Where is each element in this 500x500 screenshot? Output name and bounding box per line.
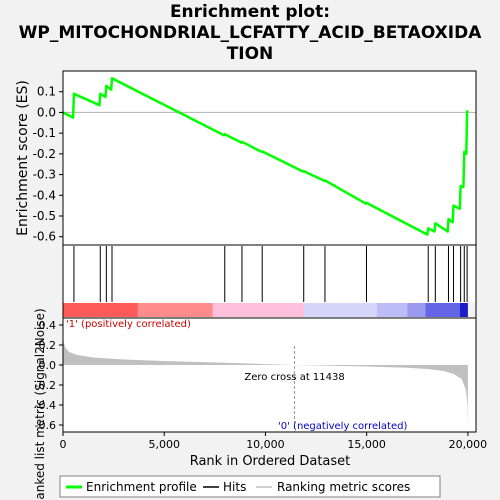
heatmap-segment: [303, 303, 377, 317]
heatmap-segment: [137, 303, 213, 317]
chart-title-line-1: Enrichment plot:: [169, 2, 331, 22]
x-tick-label: 5,000: [148, 438, 180, 451]
ranked-metric-panel: 0.4 0.2 0.0 -0.2 -0.4 -0.6 Zero cross at 11438…: [35, 319, 468, 432]
legend-label-ranking-metric: Ranking metric scores: [277, 480, 410, 494]
legend-label-hits: Hits: [223, 480, 246, 494]
heatmap-segment: [407, 303, 426, 317]
x-tick-label: 10,000: [246, 438, 285, 451]
rank-y-tick-label: 0.0: [39, 359, 57, 372]
hits-panel-background: [63, 245, 476, 303]
es-y-tick-label: -0.3: [33, 168, 56, 182]
heatmap-segment: [212, 303, 304, 317]
rank-y-tick-label: -0.4: [35, 399, 56, 412]
es-axis-label: Enrichment score (ES): [15, 80, 31, 236]
heatmap-segment: [63, 303, 138, 317]
es-panel-background: [63, 71, 476, 245]
x-axis-label: Rank in Ordered Dataset: [190, 454, 351, 469]
es-y-tick-label: 0.1: [37, 85, 56, 99]
es-y-tick-label: -0.5: [33, 209, 56, 223]
es-y-tick-label: -0.1: [33, 126, 56, 140]
rank-y-tick-label: -0.2: [35, 379, 56, 392]
negative-correlation-label: '0' (negatively correlated): [278, 421, 407, 432]
heatmap-segment: [459, 303, 468, 317]
legend: Enrichment profile Hits Ranking metric s…: [59, 475, 441, 498]
rank-y-tick-label: 0.2: [39, 339, 57, 352]
x-axis: 0 5,000 10,000 15,000 20,000: [60, 432, 488, 451]
rank-heatmap-bar: [63, 303, 468, 317]
chart-title-line-2: WP_MITOCHONDRIAL_LCFATTY_ACID_BETAOXIDA: [18, 23, 482, 43]
es-y-tick-label: -0.6: [33, 230, 56, 244]
hits-panel: [73, 246, 468, 302]
chart-title: Enrichment plot: WP_MITOCHONDRIAL_LCFATT…: [0, 2, 500, 65]
ranked-axis-label: Ranked list metric (Signal2Noise): [33, 308, 47, 500]
chart-title-line-3: TION: [226, 44, 274, 64]
x-tick-label: 15,000: [347, 438, 386, 451]
enrichment-profile-line: [62, 77, 469, 236]
es-y-tick-label: -0.4: [33, 188, 56, 202]
x-tick-label: 0: [60, 438, 67, 451]
ranking-metric-area: [63, 339, 468, 428]
legend-box: [59, 475, 441, 498]
rank-y-tick-label: 0.4: [39, 319, 57, 332]
x-tick-label: 20,000: [449, 438, 488, 451]
positive-correlation-label: '1' (positively correlated): [66, 319, 191, 330]
rank-y-tick-label: -0.6: [35, 419, 56, 432]
ranked-panel-background: [63, 318, 476, 432]
legend-label-enrichment-profile: Enrichment profile: [86, 480, 197, 494]
ranked-panel-frame: [62, 317, 477, 433]
es-y-tick-label: -0.2: [33, 147, 56, 161]
es-panel: 0.1 0.0 -0.1 -0.2 -0.3 -0.4 -0.5 -0.6: [33, 77, 476, 244]
heatmap-segment: [425, 303, 460, 317]
es-y-tick-label: 0.0: [37, 105, 56, 119]
zero-cross-label: Zero cross at 11438: [244, 372, 344, 383]
heatmap-segment: [376, 303, 408, 317]
